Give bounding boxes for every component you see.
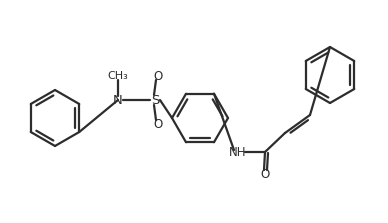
Text: O: O <box>153 118 163 130</box>
Text: N: N <box>113 93 123 107</box>
Text: O: O <box>260 167 270 180</box>
Text: CH₃: CH₃ <box>107 71 128 81</box>
Text: NH: NH <box>229 145 247 159</box>
Text: S: S <box>151 93 159 107</box>
Text: O: O <box>153 70 163 83</box>
